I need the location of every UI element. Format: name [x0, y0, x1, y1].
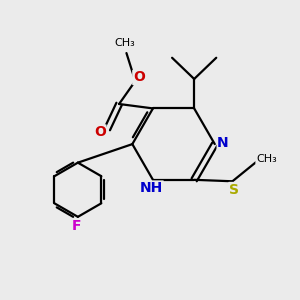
- Text: NH: NH: [140, 181, 163, 195]
- Text: O: O: [94, 125, 106, 139]
- Text: CH₃: CH₃: [115, 38, 135, 48]
- Text: F: F: [72, 219, 81, 233]
- Text: CH₃: CH₃: [256, 154, 277, 164]
- Text: N: N: [217, 136, 229, 150]
- Text: O: O: [133, 70, 145, 85]
- Text: S: S: [229, 182, 239, 197]
